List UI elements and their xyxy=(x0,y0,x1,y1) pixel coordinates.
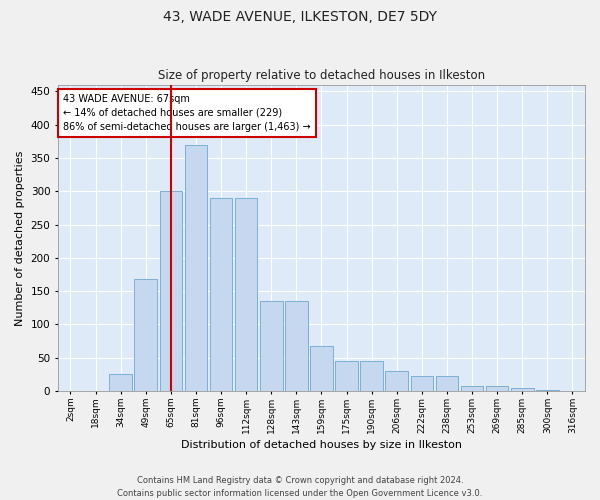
Title: Size of property relative to detached houses in Ilkeston: Size of property relative to detached ho… xyxy=(158,69,485,82)
Bar xyxy=(109,374,132,391)
Text: Contains HM Land Registry data © Crown copyright and database right 2024.
Contai: Contains HM Land Registry data © Crown c… xyxy=(118,476,482,498)
Bar xyxy=(335,361,358,391)
Bar xyxy=(310,346,333,391)
Bar xyxy=(160,191,182,391)
Y-axis label: Number of detached properties: Number of detached properties xyxy=(15,150,25,326)
Bar xyxy=(185,144,207,391)
Bar xyxy=(511,388,533,391)
Bar xyxy=(134,279,157,391)
Text: 43 WADE AVENUE: 67sqm
← 14% of detached houses are smaller (229)
86% of semi-det: 43 WADE AVENUE: 67sqm ← 14% of detached … xyxy=(63,94,311,132)
Bar xyxy=(385,371,408,391)
Bar xyxy=(260,301,283,391)
Bar xyxy=(235,198,257,391)
Text: 43, WADE AVENUE, ILKESTON, DE7 5DY: 43, WADE AVENUE, ILKESTON, DE7 5DY xyxy=(163,10,437,24)
Bar xyxy=(536,390,559,391)
Bar xyxy=(436,376,458,391)
Bar xyxy=(285,301,308,391)
Bar xyxy=(486,386,508,391)
X-axis label: Distribution of detached houses by size in Ilkeston: Distribution of detached houses by size … xyxy=(181,440,462,450)
Bar xyxy=(210,198,232,391)
Bar xyxy=(410,376,433,391)
Bar xyxy=(461,386,484,391)
Bar xyxy=(361,361,383,391)
